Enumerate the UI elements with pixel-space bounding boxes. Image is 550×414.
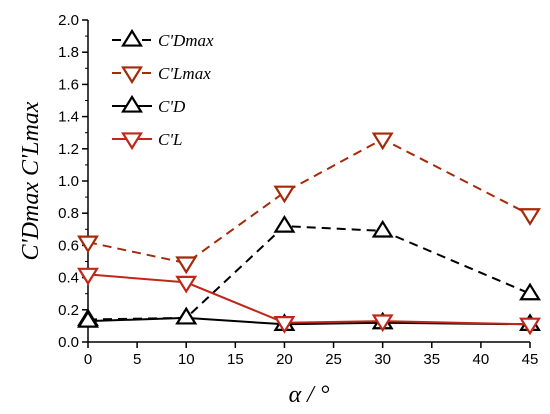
series-1 — [77, 214, 541, 327]
data-point — [273, 185, 296, 204]
legend-label: C'L — [158, 130, 182, 149]
y-tick-label: 0.8 — [58, 205, 79, 222]
data-point — [273, 214, 296, 233]
series-3 — [77, 306, 541, 331]
data-point — [77, 235, 99, 254]
series-layer — [77, 132, 541, 336]
x-tick-label: 5 — [133, 351, 141, 368]
x-tick-label: 15 — [227, 351, 244, 368]
legend-marker — [121, 132, 143, 151]
x-axis-title: α / ° — [289, 382, 330, 408]
legend-item: C'Dmax — [112, 28, 214, 50]
legend-item: C'Lmax — [112, 64, 211, 85]
series-4 — [77, 267, 541, 336]
legend-label: C'Lmax — [158, 64, 211, 83]
series-line — [87, 137, 531, 265]
x-tick-label: 0 — [84, 351, 92, 368]
legend-item: C'D — [112, 94, 186, 116]
data-point — [371, 219, 394, 238]
x-tick-label: 30 — [374, 351, 391, 368]
data-point — [175, 306, 198, 325]
x-tick-label: 45 — [522, 351, 539, 368]
data-point — [371, 314, 394, 333]
data-point — [273, 316, 296, 334]
data-point — [175, 275, 198, 294]
y-tick-label: 1.2 — [58, 141, 79, 158]
y-tick-label: 1.4 — [58, 109, 79, 126]
data-point — [371, 132, 394, 151]
y-axis-title: C'Dmax C'Lmax — [18, 101, 44, 260]
data-point — [175, 256, 198, 275]
legend-label: C'D — [158, 97, 186, 116]
x-tick-label: 10 — [178, 351, 195, 368]
legend-marker — [121, 28, 143, 47]
series-line — [87, 273, 531, 326]
data-point — [519, 208, 541, 226]
legend-item: C'L — [112, 130, 182, 151]
series-line — [87, 225, 531, 321]
x-tick-label: 40 — [473, 351, 490, 368]
axes: 0.0 0.2 0.4 0.6 0.8 1.0 1.2 1.4 1.6 1.8 2.0 0 5 10 15 2… — [58, 12, 538, 368]
legend-label: C'Dmax — [158, 31, 214, 50]
data-point — [519, 317, 541, 336]
x-tick-label: 20 — [276, 351, 293, 368]
y-tick-label: 1.6 — [58, 76, 79, 93]
series-2 — [77, 132, 541, 275]
legend: C'Dmax C'Lmax C'D C'L — [112, 28, 214, 151]
data-point — [77, 309, 99, 328]
legend-marker — [121, 66, 143, 85]
y-tick-label: 0.6 — [58, 237, 79, 254]
x-tick-label: 35 — [423, 351, 440, 368]
legend-marker — [121, 94, 143, 113]
y-tick-label: 1.0 — [58, 173, 79, 190]
y-tick-label: 2.0 — [58, 12, 79, 29]
y-tick-label: 0.0 — [58, 334, 79, 351]
x-tick-label: 25 — [325, 351, 342, 368]
y-tick-label: 1.8 — [58, 44, 79, 61]
y-tick-label: 0.2 — [58, 302, 79, 319]
data-point — [77, 267, 99, 286]
data-point — [519, 282, 541, 301]
y-tick-label: 0.4 — [58, 270, 79, 287]
